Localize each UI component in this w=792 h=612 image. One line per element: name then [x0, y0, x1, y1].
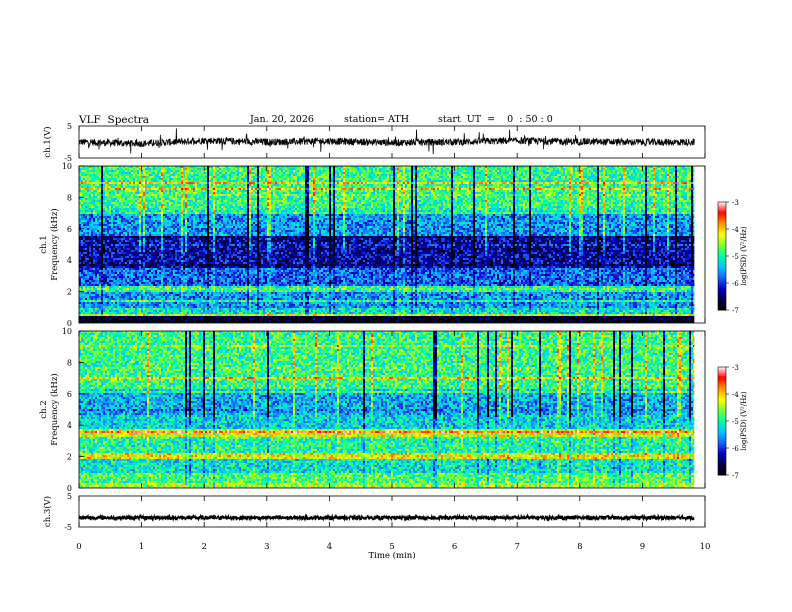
waveform-trace — [79, 516, 694, 520]
y-tick-label: 5 — [67, 122, 72, 131]
colorbar-tick-label: -6 — [732, 280, 739, 288]
x-tick-label: 7 — [514, 542, 519, 552]
y-tick-label: 8 — [67, 193, 72, 202]
x-tick-label: 4 — [327, 542, 332, 552]
waveform-trace — [79, 129, 694, 155]
y-tick-label: 4 — [67, 256, 72, 265]
y-tick-label: 10 — [62, 162, 72, 171]
x-tick-label: 6 — [452, 542, 457, 552]
colorbar-tick-label: -7 — [732, 307, 739, 315]
y-tick-label: 4 — [67, 421, 72, 430]
colorbar-tick-label: -3 — [732, 364, 739, 372]
y-tick-label: 2 — [67, 453, 72, 462]
y-tick-label: -5 — [64, 523, 72, 532]
x-tick-label: 0 — [76, 542, 81, 552]
colorbar-tick-label: -3 — [732, 199, 739, 207]
y-axis-label: Frequency (kHz) — [49, 373, 60, 445]
x-tick-label: 2 — [201, 542, 206, 552]
y-tick-label: 6 — [67, 390, 72, 399]
colorbar-tick-label: -4 — [732, 391, 739, 399]
x-tick-label: 10 — [700, 542, 711, 552]
y-axis-label: Frequency (kHz) — [49, 208, 60, 280]
x-tick-label: 1 — [139, 542, 144, 552]
colorbar: -3 -4 -5 -6 -7 log(PSD) (V²/Hz) — [718, 364, 748, 480]
colorbar-tick-label: -5 — [732, 418, 739, 426]
colorbar-tick-label: -6 — [732, 445, 739, 453]
y-tick-label: 8 — [67, 358, 72, 367]
y-tick-label: 6 — [67, 225, 72, 234]
x-tick-label: 3 — [264, 542, 269, 552]
x-axis-label: Time (min) — [368, 550, 415, 561]
x-tick-label: 8 — [577, 542, 582, 552]
x-tick-label: 9 — [640, 542, 645, 552]
colorbar-tick-label: -4 — [732, 226, 739, 234]
colorbar: -3 -4 -5 -6 -7 log(PSD) (V²/Hz) — [718, 199, 748, 315]
colorbar-label: log(PSD) (V²/Hz) — [740, 226, 748, 285]
y-axis-label: ch.3(V) — [42, 496, 53, 527]
y-tick-label: 5 — [67, 492, 72, 501]
y-tick-label: 10 — [62, 327, 72, 336]
y-tick-label: 2 — [67, 288, 72, 297]
colorbar-tick-label: -5 — [732, 253, 739, 261]
colorbar-tick-label: -7 — [732, 472, 739, 480]
y-axis-label: ch.1(V) — [42, 126, 53, 157]
colorbar-label: log(PSD) (V²/Hz) — [740, 391, 748, 450]
y-axis-channel: ch.2 — [39, 400, 49, 418]
y-axis-channel: ch.1 — [39, 235, 49, 253]
